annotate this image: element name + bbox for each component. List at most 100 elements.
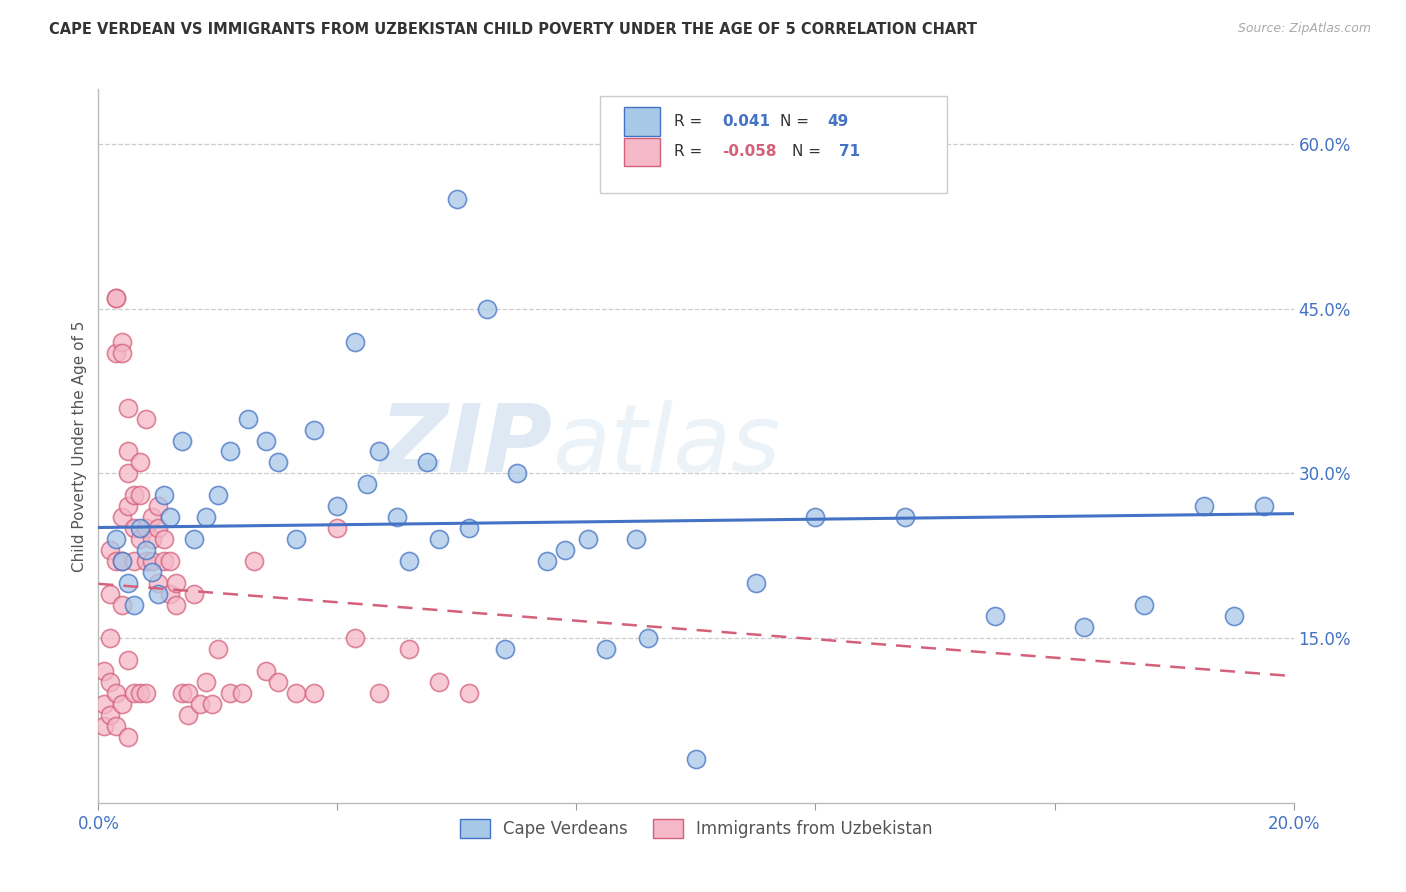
Point xyxy=(124,686,146,700)
Point xyxy=(135,521,157,535)
Point xyxy=(105,554,128,568)
Point xyxy=(1223,609,1246,624)
Text: 0.041: 0.041 xyxy=(723,114,770,128)
Point xyxy=(135,686,157,700)
Point xyxy=(98,708,122,723)
Point xyxy=(135,543,157,558)
Point xyxy=(637,631,659,645)
Point xyxy=(1133,598,1156,612)
Point xyxy=(356,477,378,491)
Point xyxy=(129,533,152,547)
FancyBboxPatch shape xyxy=(624,137,661,166)
Point xyxy=(446,192,468,206)
Point xyxy=(105,533,128,547)
Point xyxy=(385,510,409,524)
Point xyxy=(148,576,170,591)
Point xyxy=(326,500,349,514)
Point xyxy=(183,587,205,601)
Point xyxy=(427,675,450,690)
Point xyxy=(195,675,218,690)
Point xyxy=(111,510,134,524)
Point xyxy=(148,500,170,514)
Point xyxy=(141,533,163,547)
Text: -0.058: -0.058 xyxy=(723,145,776,160)
Text: atlas: atlas xyxy=(553,401,780,491)
Point xyxy=(129,686,152,700)
Text: R =: R = xyxy=(675,114,707,128)
Point xyxy=(458,521,481,535)
Point xyxy=(1253,500,1275,514)
Point xyxy=(124,521,146,535)
Point xyxy=(117,500,139,514)
Point xyxy=(416,455,439,469)
Point xyxy=(458,686,481,700)
Point xyxy=(153,533,176,547)
Point xyxy=(141,510,163,524)
Legend: Cape Verdeans, Immigrants from Uzbekistan: Cape Verdeans, Immigrants from Uzbekista… xyxy=(453,812,939,845)
Point xyxy=(141,554,163,568)
Point xyxy=(172,686,194,700)
Text: 71: 71 xyxy=(839,145,860,160)
Point xyxy=(1073,620,1095,634)
Point xyxy=(475,301,498,316)
Point xyxy=(148,521,170,535)
Point xyxy=(1192,500,1215,514)
Point xyxy=(745,576,768,591)
Point xyxy=(207,488,229,502)
Point xyxy=(254,434,277,448)
Point xyxy=(554,543,576,558)
Text: N =: N = xyxy=(779,114,814,128)
Point xyxy=(284,686,307,700)
Point xyxy=(172,434,194,448)
Point xyxy=(124,554,146,568)
Point xyxy=(165,598,187,612)
Text: Source: ZipAtlas.com: Source: ZipAtlas.com xyxy=(1237,22,1371,36)
FancyBboxPatch shape xyxy=(624,107,661,136)
Point xyxy=(129,455,152,469)
Point xyxy=(111,334,134,349)
Point xyxy=(111,598,134,612)
Point xyxy=(111,554,134,568)
Text: 49: 49 xyxy=(827,114,849,128)
Point xyxy=(98,631,122,645)
Point xyxy=(183,533,205,547)
Point xyxy=(578,533,600,547)
Point xyxy=(685,752,707,766)
Point xyxy=(98,587,122,601)
Point xyxy=(195,510,218,524)
Point xyxy=(124,488,146,502)
Point xyxy=(105,291,128,305)
Point xyxy=(135,411,157,425)
Point xyxy=(804,510,827,524)
Point xyxy=(595,642,617,657)
Point xyxy=(159,510,181,524)
Point xyxy=(165,576,187,591)
Point xyxy=(984,609,1007,624)
Y-axis label: Child Poverty Under the Age of 5: Child Poverty Under the Age of 5 xyxy=(72,320,87,572)
Text: CAPE VERDEAN VS IMMIGRANTS FROM UZBEKISTAN CHILD POVERTY UNDER THE AGE OF 5 CORR: CAPE VERDEAN VS IMMIGRANTS FROM UZBEKIST… xyxy=(49,22,977,37)
Point xyxy=(236,411,259,425)
Point xyxy=(93,697,115,711)
Point xyxy=(111,697,134,711)
Point xyxy=(129,521,152,535)
Point xyxy=(148,587,170,601)
Point xyxy=(219,686,242,700)
Point xyxy=(111,345,134,359)
Point xyxy=(177,686,200,700)
Point xyxy=(188,697,211,711)
Text: ZIP: ZIP xyxy=(380,400,553,492)
Point xyxy=(254,664,277,678)
Point xyxy=(398,554,420,568)
Point xyxy=(117,401,139,415)
Point xyxy=(117,576,139,591)
Point xyxy=(267,455,290,469)
Point xyxy=(626,533,648,547)
Point xyxy=(302,423,325,437)
Point xyxy=(117,653,139,667)
Point xyxy=(141,566,163,580)
Point xyxy=(302,686,325,700)
Point xyxy=(159,587,181,601)
Point xyxy=(427,533,450,547)
Point xyxy=(207,642,229,657)
Point xyxy=(267,675,290,690)
